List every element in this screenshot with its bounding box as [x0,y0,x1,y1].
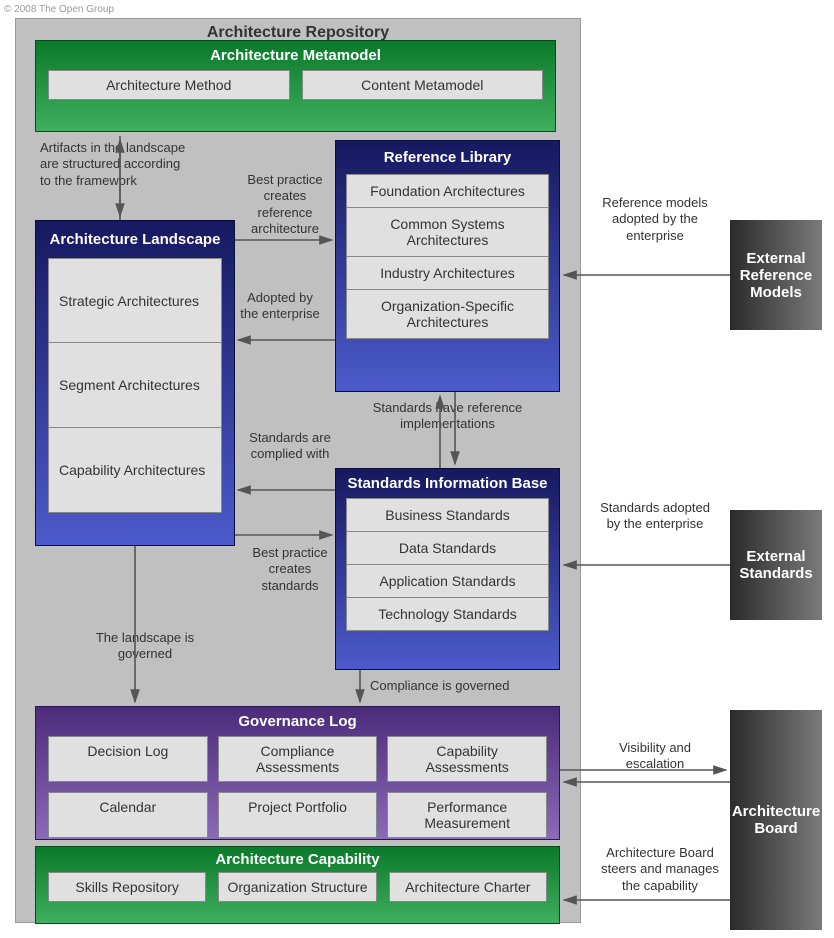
governance-item: Performance Measurement [387,792,547,838]
reference-panel: Reference Library Foundation Architectur… [335,140,560,392]
landscape-item: Strategic Architectures [48,258,222,343]
label-std-complied: Standards are complied with [245,430,335,463]
governance-panel: Governance Log Decision Log Compliance A… [35,706,560,840]
label-artifacts: Artifacts in the landscape are structure… [40,140,190,189]
label-compliance-governed: Compliance is governed [370,678,560,694]
landscape-item: Segment Architectures [48,343,222,428]
metamodel-item: Content Metamodel [302,70,544,100]
reference-item: Organization-Specific Architectures [346,290,549,339]
governance-item: Capability Assessments [387,736,547,782]
capability-title: Architecture Capability [36,847,559,872]
label-landscape-governed: The landscape is governed [80,630,210,663]
reference-item: Common Systems Architectures [346,208,549,257]
architecture-board-label: Architecture Board [732,803,820,837]
governance-item: Decision Log [48,736,208,782]
capability-item: Architecture Charter [389,872,547,902]
label-visibility: Visibility and escalation [600,740,710,773]
standards-item: Data Standards [346,532,549,565]
reference-item: Industry Architectures [346,257,549,290]
standards-panel: Standards Information Base Business Stan… [335,468,560,670]
reference-title: Reference Library [336,141,559,174]
label-adopted: Adopted by the enterprise [240,290,320,323]
governance-item: Project Portfolio [218,792,378,838]
reference-item: Foundation Architectures [346,174,549,208]
standards-item: Application Standards [346,565,549,598]
external-reference-models: External Reference Models [730,220,822,330]
standards-item: Technology Standards [346,598,549,631]
label-best-practice-ref: Best practice creates reference architec… [240,172,330,237]
copyright-text: © 2008 The Open Group [4,4,114,15]
diagram-root: © 2008 The Open Group Architecture Repos… [0,0,834,938]
external-ref-label: External Reference Models [738,250,814,301]
landscape-title: Architecture Landscape [36,221,234,258]
standards-item: Business Standards [346,498,549,532]
metamodel-item: Architecture Method [48,70,290,100]
label-board-steers: Architecture Board steers and manages th… [600,845,720,894]
metamodel-title: Architecture Metamodel [36,41,555,70]
label-std-ref-impl: Standards have reference implementations [370,400,525,433]
capability-panel: Architecture Capability Skills Repositor… [35,846,560,924]
label-std-adopted: Standards adopted by the enterprise [600,500,710,533]
governance-item: Compliance Assessments [218,736,378,782]
capability-item: Skills Repository [48,872,206,902]
governance-title: Governance Log [36,707,559,736]
external-standards-label: External Standards [738,548,814,582]
label-best-practice-std: Best practice creates standards [250,545,330,594]
label-ref-adopted: Reference models adopted by the enterpri… [600,195,710,244]
metamodel-panel: Architecture Metamodel Architecture Meth… [35,40,556,132]
landscape-panel: Architecture Landscape Strategic Archite… [35,220,235,546]
landscape-item: Capability Architectures [48,428,222,513]
external-standards: External Standards [730,510,822,620]
standards-title: Standards Information Base [336,469,559,498]
governance-item: Calendar [48,792,208,838]
architecture-board: Architecture Board [730,710,822,930]
capability-item: Organization Structure [218,872,376,902]
